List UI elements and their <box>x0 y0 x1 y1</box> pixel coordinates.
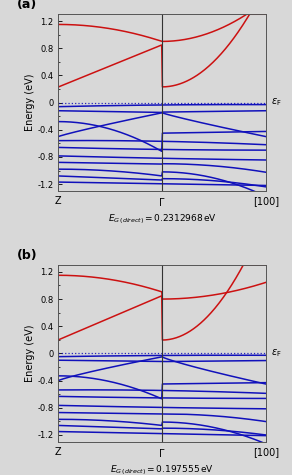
Text: $\varepsilon_{\rm F}$: $\varepsilon_{\rm F}$ <box>271 348 282 359</box>
X-axis label: $E_{G\,(direct)} = 0.2312968\,\mathrm{eV}$: $E_{G\,(direct)} = 0.2312968\,\mathrm{eV… <box>107 212 217 226</box>
Text: (b): (b) <box>17 248 38 262</box>
Text: (a): (a) <box>17 0 37 11</box>
X-axis label: $E_{G\,(direct)} = 0.197555\,\mathrm{eV}$: $E_{G\,(direct)} = 0.197555\,\mathrm{eV}… <box>110 463 214 475</box>
Y-axis label: Energy (eV): Energy (eV) <box>25 325 34 382</box>
Text: $\varepsilon_{\rm F}$: $\varepsilon_{\rm F}$ <box>271 97 282 108</box>
Y-axis label: Energy (eV): Energy (eV) <box>25 74 34 131</box>
